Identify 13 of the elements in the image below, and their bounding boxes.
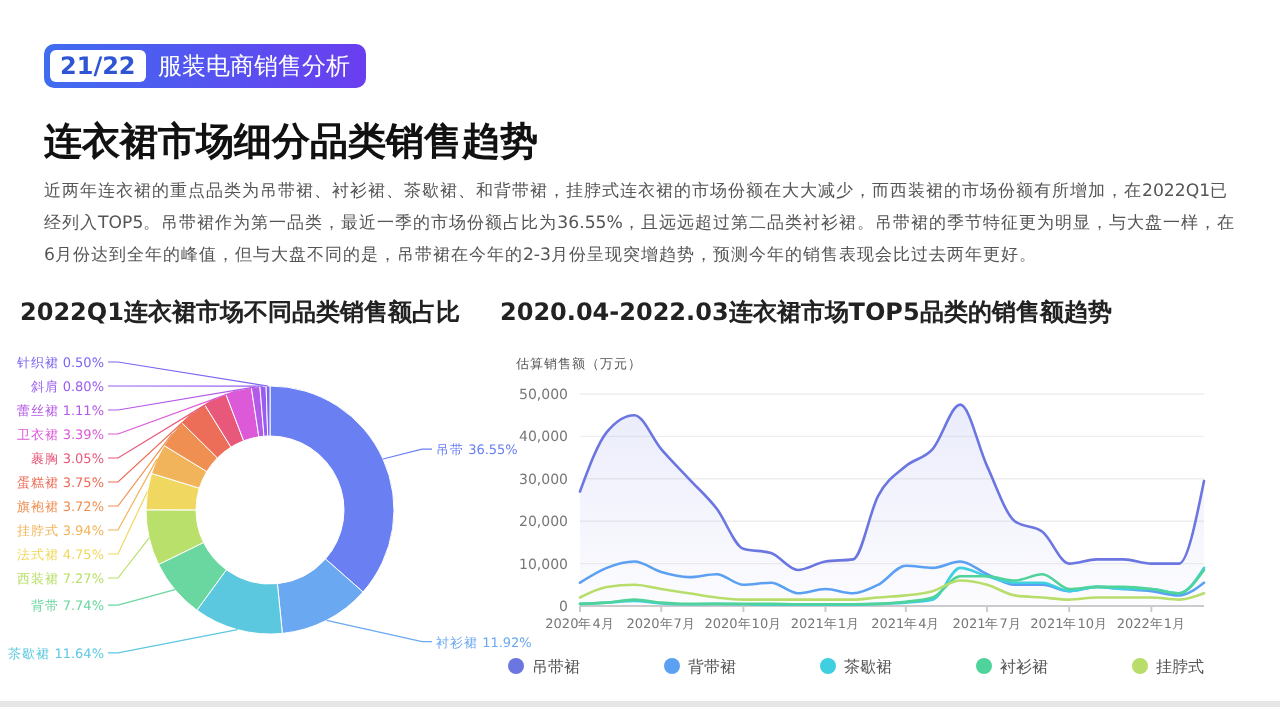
chart-title: 2022Q1连衣裙市场不同品类销售额占比 (20, 298, 460, 326)
legend-label: 挂脖式 (1156, 658, 1204, 676)
legend-label: 吊带裙 (532, 658, 580, 676)
line-series (578, 579, 1206, 601)
chart-title: 2020.04-2022.03连衣裙市场TOP5品类的销售额趋势 (500, 298, 1112, 326)
legend-label: 衬衫裙 (1000, 658, 1048, 676)
text: 近两年连衣裙的重点品类为吊带裙、衬衫裙、茶歇裙、和背带裙，挂脖式连衣裙的市场份额在大大减少，而西装裙的市场份额有所增加，在2022Q1已经列入TOP5。吊带裙作为第一品类，最近一季的市场份额占比为36.55%，且远远超过第二品类衬衫裙。吊带裙的季节特征更为明显，与大盘一样，在6月份达到全年的峰值，但与大盘不同的是，吊带裙在今年的2-3月份呈现突增趋势，预测今年的销售表现会比过去两年更好。 (44, 179, 1237, 270)
line-series (578, 560, 1206, 597)
legend-label: 背带裙 (688, 658, 736, 676)
text: 服装电商销售分析 (157, 49, 350, 83)
text: 连衣裙市场细分品类销售趋势 (44, 118, 538, 168)
legend-label: 茶歇裙 (844, 658, 892, 676)
text: 21/22 (50, 50, 146, 82)
